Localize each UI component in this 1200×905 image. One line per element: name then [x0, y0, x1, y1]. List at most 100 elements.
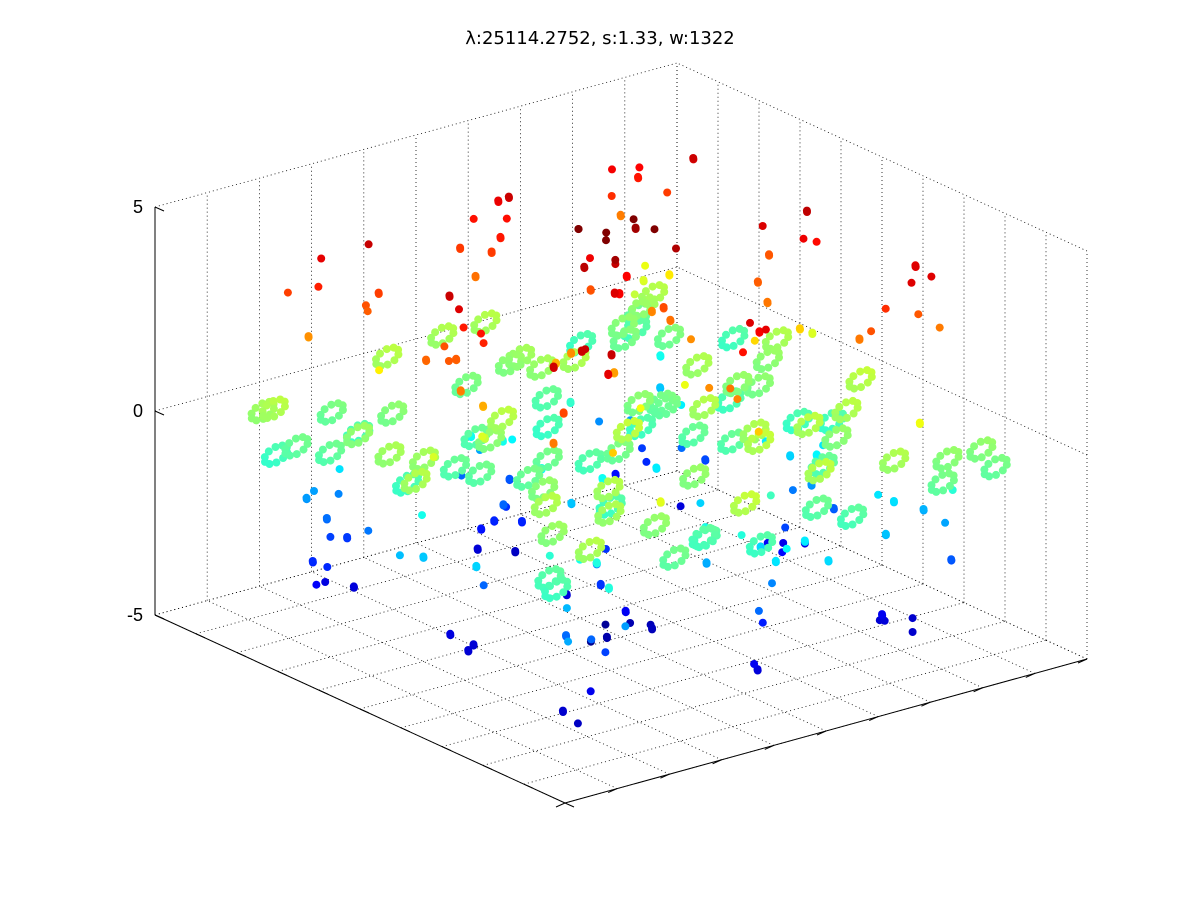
scatter-point	[811, 424, 820, 433]
x-tick-mark	[318, 689, 329, 695]
scatter-point	[673, 399, 682, 408]
scatter-point	[988, 443, 997, 452]
scatter-point	[756, 352, 765, 361]
scatter-point	[970, 454, 979, 463]
floor-grid-line	[277, 527, 801, 672]
scatter-point	[762, 441, 771, 450]
scatter-point	[690, 480, 699, 489]
scatter-point	[310, 487, 318, 495]
scatter-point	[445, 291, 454, 300]
scatter-point	[782, 544, 791, 553]
scatter-point	[601, 620, 610, 629]
scatter-point	[804, 428, 813, 437]
scatter-point	[736, 337, 745, 346]
x-tick-mark	[523, 783, 534, 789]
scatter-point	[908, 614, 917, 623]
scatter-point	[630, 319, 638, 328]
scatter-point	[580, 262, 589, 271]
scatter-point	[663, 188, 672, 197]
scatter-point	[462, 388, 471, 397]
scatter-point	[337, 446, 346, 455]
scatter-point	[659, 303, 668, 311]
scatter-point	[504, 192, 513, 201]
scatter-point	[954, 452, 963, 461]
scatter-point	[437, 323, 446, 332]
scatter-point	[943, 447, 951, 456]
y-tick-mark	[607, 788, 618, 794]
scatter-point	[473, 378, 482, 387]
scatter-point	[335, 465, 344, 474]
scatter-point	[536, 355, 545, 364]
scatter-point	[658, 524, 667, 533]
scatter-point	[593, 460, 601, 469]
scatter-point	[822, 470, 831, 479]
scatter-point	[440, 342, 449, 351]
scatter-point	[863, 378, 872, 387]
scatter-point	[479, 339, 488, 348]
scatter-point	[634, 172, 642, 181]
scatter-point	[701, 455, 710, 464]
scatter-point	[882, 453, 891, 462]
scatter-point	[867, 372, 876, 381]
scatter-point	[548, 522, 557, 531]
scatter-point	[450, 455, 459, 464]
scatter-point	[634, 391, 643, 400]
scatter-point	[458, 466, 467, 475]
scatter-point	[554, 420, 563, 429]
scatter-point	[615, 482, 624, 491]
scatter-point	[820, 507, 829, 516]
scatter-point	[890, 464, 899, 473]
scatter-point	[472, 561, 481, 570]
scatter-point	[456, 243, 465, 252]
scatter-point	[998, 466, 1007, 475]
x-tick-mark	[482, 764, 493, 770]
scatter-point	[733, 395, 742, 404]
scatter-point	[984, 459, 993, 468]
scatter-point	[491, 424, 500, 433]
scatter-point	[327, 400, 336, 409]
scatter-point	[663, 562, 672, 571]
scatter-point	[543, 415, 552, 424]
scatter-point	[808, 328, 817, 337]
scatter-point	[706, 536, 715, 545]
scatter-point	[771, 556, 780, 565]
scatter-point	[642, 322, 651, 331]
scatter-point	[721, 434, 729, 443]
scatter-point	[322, 514, 331, 522]
scatter-point	[677, 557, 686, 565]
scatter-point	[804, 413, 813, 422]
scatter-point	[696, 434, 705, 443]
scatter-point	[757, 365, 766, 374]
scatter-point	[624, 433, 633, 442]
z-tick-mark	[154, 410, 165, 416]
scatter-point	[262, 401, 271, 410]
scatter-point	[538, 477, 547, 486]
scatter-point	[750, 660, 759, 668]
scatter-point	[768, 538, 777, 546]
scatter-point	[610, 288, 619, 297]
scatter-point	[506, 367, 515, 376]
y-tick-mark	[712, 759, 722, 765]
scatter-point	[741, 507, 750, 516]
scatter-point	[853, 403, 862, 412]
chart-title: λ:25114.2752, s:1.33, w:1322	[465, 28, 735, 49]
scatter-point	[658, 342, 667, 351]
scatter-point	[652, 463, 661, 472]
scatter-point	[280, 402, 289, 411]
scatter-point	[765, 332, 774, 341]
scatter-point	[364, 240, 373, 249]
scatter-point	[319, 458, 328, 467]
scatter-point	[835, 402, 844, 411]
scatter-point	[374, 288, 383, 297]
scatter-point	[487, 247, 496, 256]
scatter-point	[632, 299, 641, 308]
scatter-point	[683, 469, 692, 478]
scatter-point	[763, 297, 772, 306]
scatter-point	[931, 475, 940, 484]
scatter-point	[772, 327, 781, 336]
scatter-point	[612, 331, 621, 340]
scatter-point	[874, 490, 883, 499]
scatter-point	[991, 455, 1000, 464]
scatter-point	[469, 214, 478, 223]
scatter-point	[693, 542, 702, 551]
